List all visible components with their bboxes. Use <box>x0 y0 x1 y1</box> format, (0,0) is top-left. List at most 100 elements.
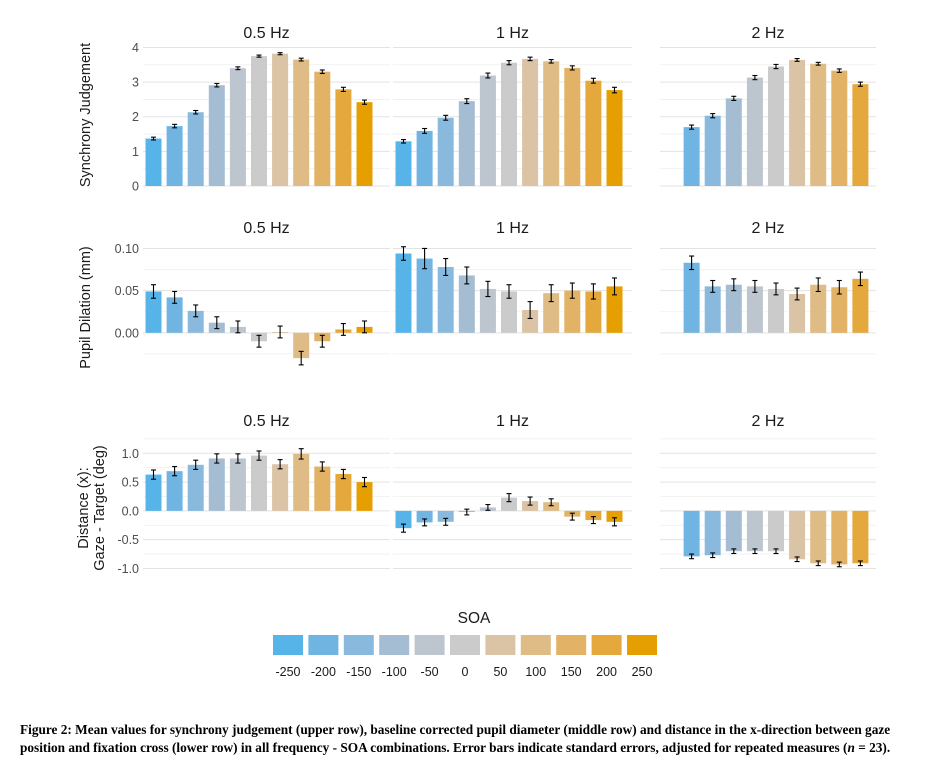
bar <box>768 66 784 186</box>
bar <box>543 502 560 511</box>
panel-title: 0.5 Hz <box>243 25 289 42</box>
y-tick-label: 0.10 <box>115 242 139 256</box>
bar <box>335 474 352 511</box>
panel-title: 2 Hz <box>752 220 785 237</box>
bar <box>208 458 225 511</box>
figure-caption: Figure 2: Mean values for synchrony judg… <box>20 721 935 757</box>
panel-title: 0.5 Hz <box>243 413 289 430</box>
bar <box>543 61 560 186</box>
legend-title: SOA <box>458 610 491 627</box>
legend-swatch <box>520 635 551 655</box>
bar <box>251 455 267 511</box>
bar <box>416 130 433 186</box>
bar <box>166 471 183 511</box>
legend-label: 200 <box>596 665 617 679</box>
legend-label: -250 <box>275 665 300 679</box>
bar <box>314 71 331 186</box>
bar <box>335 89 352 186</box>
bar <box>501 291 517 333</box>
y-tick-label: -0.5 <box>117 533 139 547</box>
bar <box>395 141 412 186</box>
legend-swatch <box>556 635 587 655</box>
bar <box>564 67 581 186</box>
panel-title: 2 Hz <box>752 25 785 42</box>
bar <box>501 497 517 511</box>
bar <box>725 98 742 186</box>
legend-label: -200 <box>311 665 336 679</box>
bar <box>293 59 310 186</box>
legend-swatch <box>450 635 480 655</box>
bar <box>852 84 869 186</box>
legend-label: -100 <box>382 665 407 679</box>
bar <box>606 286 623 333</box>
y-tick-label: 0.0 <box>122 504 139 518</box>
legend-label: 100 <box>525 665 546 679</box>
bar <box>166 297 183 333</box>
bar <box>585 291 602 333</box>
bar <box>683 510 700 557</box>
legend-swatch <box>273 635 303 655</box>
bar <box>789 59 806 187</box>
bar <box>187 112 204 186</box>
y-tick-label: -1.0 <box>117 562 139 576</box>
bar <box>479 75 496 186</box>
legend-label: 150 <box>561 665 582 679</box>
y-tick-label: 1.0 <box>122 447 139 461</box>
bar <box>810 284 827 333</box>
bar <box>416 510 433 523</box>
y-tick-label: 4 <box>132 41 139 55</box>
bar <box>229 68 246 186</box>
bar <box>704 115 721 186</box>
legend-label: 0 <box>462 665 469 679</box>
bar <box>683 127 700 186</box>
bar <box>395 510 412 529</box>
bar <box>145 291 162 333</box>
bar <box>831 70 848 186</box>
caption-text-end: ). <box>882 740 891 755</box>
bar <box>458 275 475 333</box>
figure-chart: 0 1 2 3 4 Synchrony Judgement 0.5 Hz 1 Hz 2 Hz 0.… <box>76 25 876 679</box>
bar <box>789 294 806 333</box>
bar <box>789 510 806 560</box>
legend-swatch <box>379 635 410 655</box>
bar <box>725 284 742 333</box>
caption-text: Mean values for synchrony judgement (upp… <box>20 722 891 755</box>
bar <box>416 258 433 333</box>
bar <box>564 290 581 333</box>
y-axis-title: Pupil Dilation (mm) <box>78 246 94 368</box>
bar <box>746 510 763 552</box>
bar <box>852 510 869 564</box>
bar <box>831 510 848 565</box>
bar <box>810 510 827 564</box>
bar <box>437 117 454 186</box>
bar <box>293 453 310 511</box>
bar <box>768 510 784 552</box>
panel-title: 2 Hz <box>752 413 785 430</box>
bar <box>522 501 539 511</box>
bar <box>395 253 412 333</box>
panel-title: 1 Hz <box>496 413 529 430</box>
bar <box>356 482 373 511</box>
bar <box>437 267 454 333</box>
y-axis-title: Distance (x): <box>76 467 92 548</box>
y-tick-label: 0.05 <box>115 284 139 298</box>
bar <box>746 286 763 333</box>
bar <box>187 464 204 511</box>
bar <box>831 287 848 333</box>
bar <box>704 286 721 333</box>
y-axis-title: Gaze - Target (deg) <box>92 445 108 570</box>
y-tick-label: 1 <box>132 145 139 159</box>
bar <box>768 288 784 333</box>
bar <box>479 288 496 333</box>
bar <box>501 62 517 186</box>
y-tick-label: 0 <box>132 180 139 194</box>
legend-label: 50 <box>493 665 507 679</box>
panel-title: 0.5 Hz <box>243 220 289 237</box>
bar <box>852 278 869 333</box>
legend-swatch <box>414 635 445 655</box>
bar <box>683 262 700 333</box>
bar <box>166 126 183 186</box>
legend-swatch <box>343 635 374 655</box>
caption-n-symbol: n <box>847 740 855 755</box>
legend-swatch <box>485 635 516 655</box>
